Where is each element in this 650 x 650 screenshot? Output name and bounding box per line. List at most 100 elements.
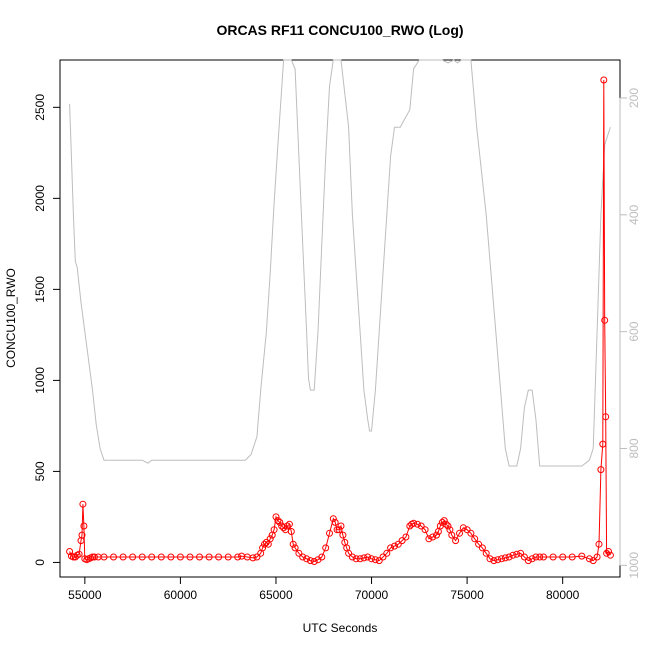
data-point [205,553,213,561]
data-point [471,535,479,543]
data-point [280,524,288,532]
plot-area [66,59,614,565]
data-point [234,553,242,561]
data-point [513,550,521,558]
data-point [605,548,612,555]
data-point [90,553,98,561]
data-point [322,544,330,552]
data-point [410,519,418,527]
x-tick-label: 55000 [68,588,102,602]
data-point [348,553,356,561]
data-point [417,522,425,530]
data-point [75,550,83,558]
data-point [110,553,117,561]
data-point [100,553,108,561]
data-point [379,553,387,561]
right-tick-label: 800 [627,438,641,458]
data-point [335,526,343,534]
right-tick-label: 1000 [627,552,641,579]
y-axis: 0 500 1000 1500 2000 2500 [33,94,61,566]
data-point [509,551,517,559]
data-point [306,557,314,565]
data-point [375,557,383,565]
data-point [186,553,194,561]
data-point [79,500,87,508]
data-point [602,413,610,421]
y-tick-label: 500 [33,461,47,481]
data-point [475,540,483,548]
y-tick-label: 2000 [33,185,47,212]
data-point [69,553,77,561]
data-point [421,526,429,534]
data-point [429,533,437,541]
data-point [486,555,494,563]
data-point [119,553,127,561]
x-tick-label: 60000 [164,588,198,602]
x-tick-label: 80000 [546,588,580,602]
x-axis: 55000 60000 65000 70000 75000 80000 [68,576,580,602]
data-point [440,517,448,525]
data-point [224,553,232,561]
data-point [371,556,379,564]
primary-series-line [69,79,611,563]
data-point [270,526,278,534]
right-tick-label: 200 [627,88,641,108]
data-point [433,531,440,539]
data-point [272,513,280,521]
data-point [356,555,364,563]
right-tick-label: 600 [627,321,641,341]
data-point [585,555,593,563]
data-point [339,531,347,539]
data-point [568,553,576,561]
data-point [600,76,608,84]
data-point [287,528,295,535]
data-point [157,553,165,561]
y-tick-label: 1000 [33,367,47,394]
x-tick-label: 75000 [450,588,484,602]
data-point [490,557,498,565]
data-point [253,553,261,561]
x-tick-label: 70000 [355,588,389,602]
data-point [345,549,353,557]
data-point [501,554,509,562]
data-point [303,555,311,563]
data-point [80,522,88,530]
data-point [494,556,502,564]
data-point [249,554,257,562]
data-point [291,544,299,552]
data-point [467,529,475,537]
data-point [329,515,337,523]
data-point [383,549,391,557]
data-point [167,553,175,561]
y-axis-label: CONCU100_RWO [4,268,18,368]
data-point [368,555,375,563]
data-point [299,553,307,561]
data-point [482,549,490,557]
data-point [603,549,611,557]
data-point [364,553,372,561]
secondary-series-line [69,59,611,467]
data-point [333,526,341,534]
right-axis: 200 400 600 800 1000 [619,88,641,579]
data-point [452,537,460,545]
data-point [176,553,184,561]
data-point [448,531,456,539]
data-point [318,553,326,561]
data-point [387,544,395,552]
right-tick-label: 400 [627,204,641,224]
data-point [391,542,398,550]
data-point [517,549,525,557]
y-tick-label: 2500 [33,94,47,121]
data-point [438,518,446,526]
data-point [595,540,603,548]
data-point [559,553,567,561]
data-point [266,535,274,543]
data-point [283,522,291,530]
data-point [520,553,528,561]
data-point [524,557,532,565]
y-tick-label: 0 [33,559,47,566]
data-point [528,555,536,563]
data-point [578,552,586,560]
data-point [310,558,318,565]
data-point [398,537,406,545]
